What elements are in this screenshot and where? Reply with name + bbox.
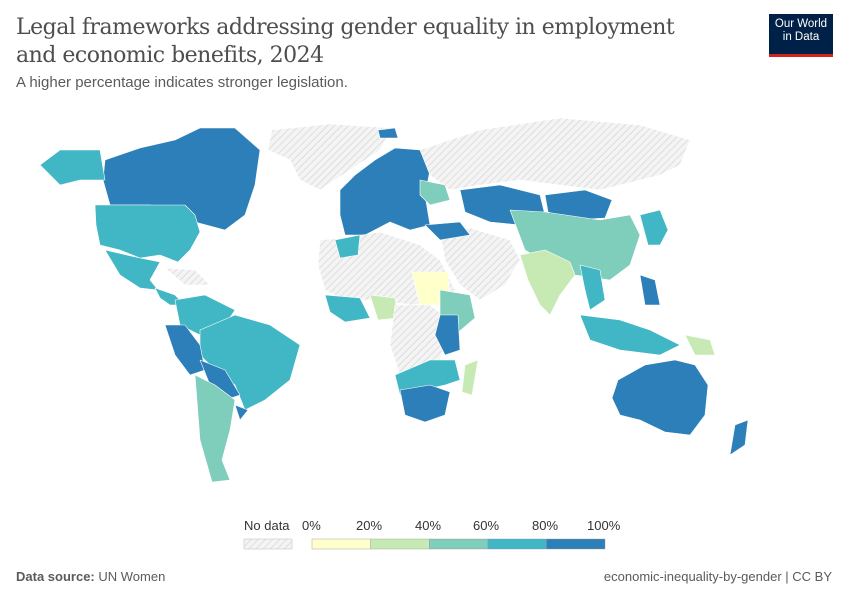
world-map[interactable] <box>0 110 850 510</box>
region-chile-argentina[interactable] <box>194 374 236 483</box>
owid-logo[interactable]: Our World in Data <box>769 14 833 57</box>
region-ukraine-region[interactable] <box>419 179 451 206</box>
region-turkey[interactable] <box>424 221 471 241</box>
legend-tick-40: 40% <box>415 518 442 533</box>
region-kenya-tanzania[interactable] <box>434 314 461 356</box>
region-mongolia[interactable] <box>544 189 613 221</box>
chart-subtitle: A higher percentage indicates stronger l… <box>16 74 348 91</box>
region-southern-africa[interactable] <box>394 359 461 396</box>
region-madagascar[interactable] <box>461 359 479 396</box>
legend-bar <box>243 538 606 550</box>
legend-bin-3[interactable] <box>487 538 547 550</box>
legend-bin-4[interactable] <box>546 538 606 550</box>
region-india[interactable] <box>519 249 576 316</box>
data-source-link[interactable]: UN Women <box>98 569 166 584</box>
legend-no-data-swatch <box>243 538 293 550</box>
region-europe[interactable] <box>339 147 431 236</box>
region-russia[interactable] <box>419 117 691 191</box>
region-bolivia-paraguay[interactable] <box>199 359 241 401</box>
legend-bin-2[interactable] <box>428 538 488 550</box>
region-greenland[interactable] <box>267 123 393 191</box>
chart-title: Legal frameworks addressing gender equal… <box>16 15 675 68</box>
legend-bin-1[interactable] <box>370 538 430 550</box>
region-new-zealand[interactable] <box>729 419 749 456</box>
legend-tick-0: 0% <box>302 518 321 533</box>
chart-slug-license[interactable]: economic-inequality-by-gender | CC BY <box>603 569 832 584</box>
region-southeast-asia[interactable] <box>579 264 606 311</box>
logo-line-1: Our World <box>774 18 828 30</box>
legend-tick-60: 60% <box>473 518 500 533</box>
region-morocco-algeria[interactable] <box>334 234 361 259</box>
data-source-label: Data source: <box>16 569 95 584</box>
region-alaska[interactable] <box>39 149 106 186</box>
region-iceland[interactable] <box>377 127 399 139</box>
region-png[interactable] <box>684 334 716 356</box>
region-philippines[interactable] <box>639 274 661 306</box>
region-uruguay[interactable] <box>234 404 249 421</box>
data-source: Data source: UN Women <box>16 569 165 584</box>
legend-bin-0[interactable] <box>311 538 371 550</box>
legend-tick-20: 20% <box>356 518 383 533</box>
legend-tick-100: 100% <box>587 518 621 533</box>
region-middle-east[interactable] <box>439 227 521 301</box>
logo-line-2: in Data <box>782 31 820 43</box>
region-australia[interactable] <box>611 359 709 436</box>
region-usa[interactable] <box>94 204 201 263</box>
legend-no-data-label: No data <box>244 518 290 533</box>
region-indonesia[interactable] <box>579 314 681 356</box>
region-japan-korea[interactable] <box>639 209 669 246</box>
region-south-africa[interactable] <box>399 384 451 423</box>
region-mexico[interactable] <box>104 249 161 291</box>
region-west-africa[interactable] <box>324 294 371 323</box>
region-caribbean[interactable] <box>164 267 211 286</box>
legend-tick-80: 80% <box>532 518 559 533</box>
